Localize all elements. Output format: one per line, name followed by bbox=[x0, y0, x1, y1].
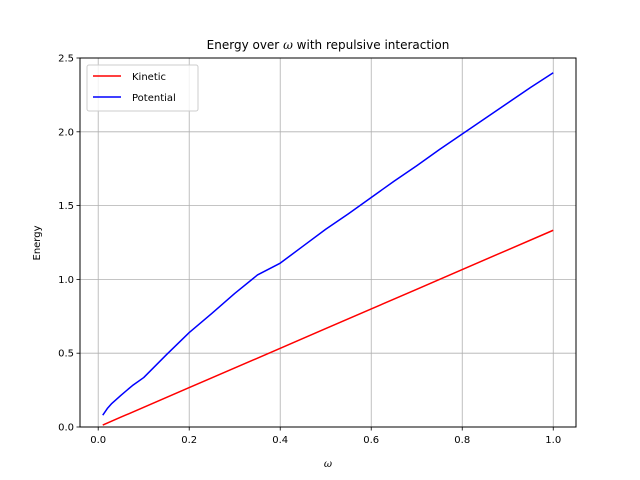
x-tick-label: 0.6 bbox=[363, 435, 379, 446]
x-tick-label: 0.2 bbox=[181, 435, 197, 446]
y-tick-label: 1.0 bbox=[58, 275, 74, 286]
grid bbox=[80, 57, 576, 428]
title-symbol: ω bbox=[283, 38, 293, 52]
y-tick-label: 1.5 bbox=[58, 201, 74, 212]
y-tick-label: 2.0 bbox=[58, 127, 74, 138]
title-suffix: with repulsive interaction bbox=[293, 38, 449, 52]
series-line-kinetic bbox=[102, 229, 554, 426]
x-axis-label: ω bbox=[324, 459, 332, 470]
series-line-potential bbox=[102, 72, 554, 416]
y-tick-label: 2.5 bbox=[58, 54, 74, 65]
x-tick-label: 0.8 bbox=[454, 435, 470, 446]
y-axis-label: Energy bbox=[32, 225, 43, 260]
legend-label-kinetic: Kinetic bbox=[132, 72, 166, 83]
y-tick-label: 0.0 bbox=[58, 423, 74, 434]
x-tick-label: 0.4 bbox=[272, 435, 288, 446]
chart-title: Energy over ω with repulsive interaction bbox=[207, 38, 450, 52]
series-lines bbox=[102, 72, 554, 426]
y-tick-label: 0.5 bbox=[58, 349, 74, 360]
title-prefix: Energy over bbox=[207, 38, 283, 52]
legend-label-potential: Potential bbox=[132, 93, 176, 104]
x-tick-label: 0.0 bbox=[90, 435, 106, 446]
legend: Kinetic Potential bbox=[86, 64, 199, 112]
ticks: 0.0 0.2 0.4 0.6 0.8 1.0 0.0 0.5 1.0 1.5 2.0 2.5 bbox=[58, 54, 561, 447]
x-tick-label: 1.0 bbox=[545, 435, 561, 446]
plot-frame bbox=[79, 57, 577, 428]
